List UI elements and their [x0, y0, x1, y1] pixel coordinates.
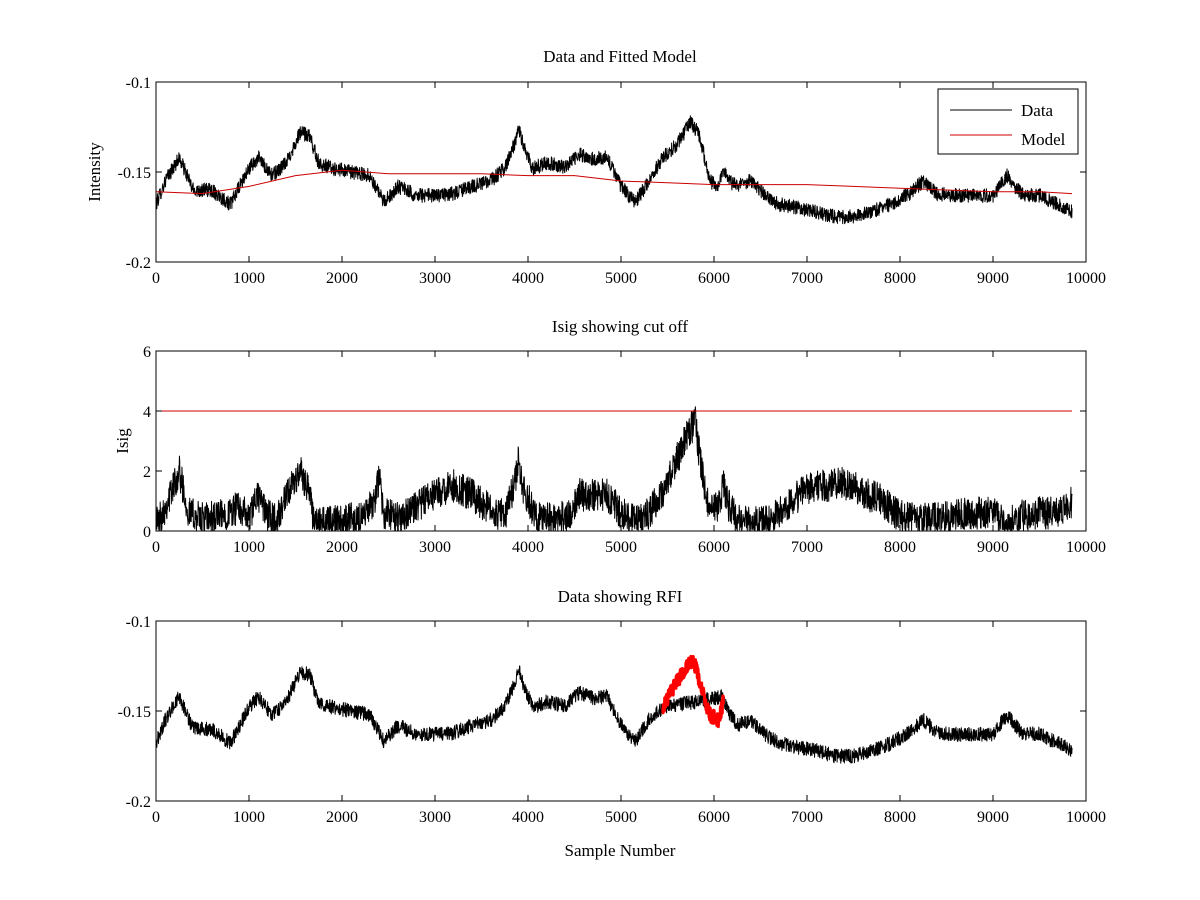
panel-3-x-tick-label: 4000	[512, 809, 544, 826]
panel-2-y-tick-label: 4	[143, 404, 151, 421]
panel-2-x-tick-label: 4000	[512, 539, 544, 556]
panel-3-y-tick-label: -0.15	[118, 704, 151, 721]
panel-3-x-tick-label: 2000	[326, 809, 358, 826]
panel-1-x-tick-label: 10000	[1066, 270, 1106, 287]
legend-label-data: Data	[1021, 101, 1054, 120]
panel-3-x-tick-label: 8000	[884, 809, 916, 826]
panel-1-x-tick-label: 9000	[977, 270, 1009, 287]
panel-2-x-tick-label: 5000	[605, 539, 637, 556]
panel-3-plot: 0 1000 2000 3000 4000 5000 6000 7000 8000 9000 100…	[118, 614, 1106, 826]
panel-3-x-tick-label: 10000	[1066, 809, 1106, 826]
panel-1-x-tick-label: 4000	[512, 270, 544, 287]
panel-1-y-tick-label: -0.15	[118, 165, 151, 182]
panel-2-x-tick-label: 3000	[419, 539, 451, 556]
panel-2-x-tick-label: 6000	[698, 539, 730, 556]
panel-2-series-isig	[155, 406, 1073, 532]
panel-2-x-tick-label: 7000	[791, 539, 823, 556]
panel-1-x-tick-label: 5000	[605, 270, 637, 287]
panel-3-y-tick-label: -0.2	[126, 794, 151, 811]
panel-1-x-tick-label: 2000	[326, 270, 358, 287]
panel-1-x-tick-label: 1000	[233, 270, 265, 287]
panel-2-ylabel: Isig	[113, 428, 132, 454]
panel-1-x-tick-label: 6000	[698, 270, 730, 287]
panel-3-x-tick-label: 6000	[698, 809, 730, 826]
panel-1-title: Data and Fitted Model	[543, 47, 697, 66]
panel-2-plot: 0 1000 2000 3000 4000 5000 6000 7000 8000 9000 100…	[143, 344, 1106, 556]
panel-2-x-tick-label: 8000	[884, 539, 916, 556]
panel-1-series-model	[155, 169, 1073, 195]
panel-data-and-model: Data and Fitted Model Intensity 0 1000 200…	[85, 47, 1106, 287]
panel-1-y-tick-label: -0.1	[126, 75, 151, 92]
panel-2-y-tick-label: 6	[143, 344, 151, 361]
panel-2-y-tick-label: 0	[143, 524, 151, 541]
panel-2-x-tick-label: 1000	[233, 539, 265, 556]
panel-3-x-tick-label: 7000	[791, 809, 823, 826]
panel-1-y-tick-label: -0.2	[126, 255, 151, 272]
legend-box	[937, 88, 1079, 155]
panel-2-title: Isig showing cut off	[552, 317, 688, 336]
panel-3-x-tick-label: 3000	[419, 809, 451, 826]
panel-1-x-tick-label: 3000	[419, 270, 451, 287]
panel-2-x-tick-label: 0	[152, 539, 160, 556]
panel-3-x-tick-label: 1000	[233, 809, 265, 826]
panel-3-x-tick-label: 5000	[605, 809, 637, 826]
panel-3-xlabel: Sample Number	[565, 841, 676, 860]
legend: Data Model	[937, 88, 1079, 155]
panel-1-x-tick-label: 0	[152, 270, 160, 287]
panel-2-x-tick-label: 10000	[1066, 539, 1106, 556]
panel-3-series-data	[155, 665, 1073, 764]
panel-3-x-tick-label: 0	[152, 809, 160, 826]
panel-3-series-rfi	[661, 654, 725, 729]
panel-isig: Isig showing cut off Isig 0 1000 2000 3000 4…	[113, 317, 1106, 556]
panel-2-y-tick-label: 2	[143, 464, 151, 481]
panel-3-y-tick-label: -0.1	[126, 614, 151, 631]
panel-2-x-tick-label: 2000	[326, 539, 358, 556]
panel-1-x-tick-label: 8000	[884, 270, 916, 287]
panel-rfi: Data showing RFI 0 1000 2000 3000 4000 5000 60…	[118, 587, 1106, 860]
panel-3-x-tick-label: 9000	[977, 809, 1009, 826]
panel-3-title: Data showing RFI	[558, 587, 683, 606]
legend-label-model: Model	[1021, 130, 1066, 149]
panel-1-series-data	[155, 115, 1073, 225]
panel-1-ylabel: Intensity	[85, 142, 104, 202]
panel-1-x-tick-label: 7000	[791, 270, 823, 287]
panel-2-x-tick-label: 9000	[977, 539, 1009, 556]
panel-1-plot: 0 1000 2000 3000 4000 5000 6000 7000 8000 9000 100…	[118, 75, 1106, 287]
